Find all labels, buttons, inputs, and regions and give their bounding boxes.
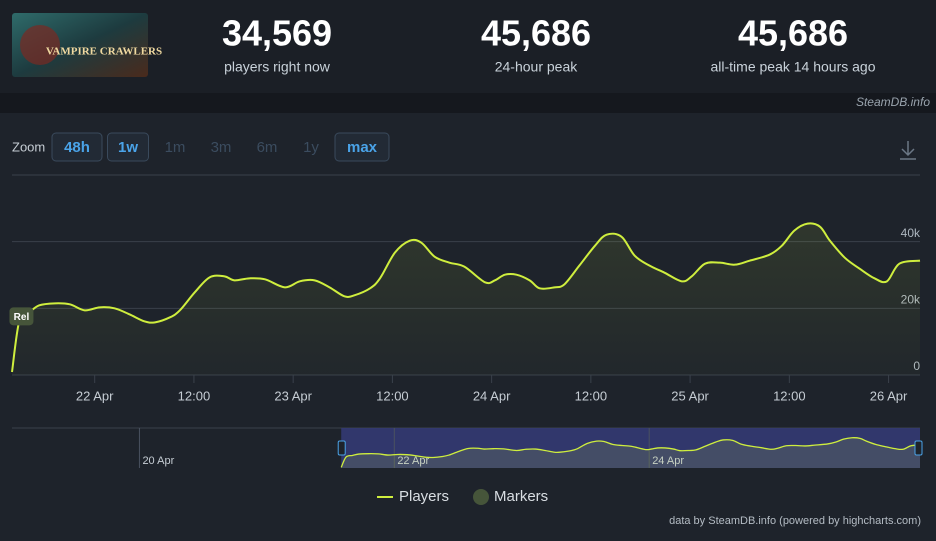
x-tick-label: 24 Apr: [473, 388, 511, 403]
zoom-button[interactable]: [51, 132, 103, 162]
y-tick-label: 40k: [901, 226, 921, 240]
annotation-flag: [9, 307, 34, 326]
annotation-label: Rel: [14, 312, 30, 323]
zoom-option[interactable]: 48h: [64, 139, 90, 156]
site-band: [0, 93, 936, 113]
area: [12, 223, 920, 375]
stat-value: 45,686: [738, 13, 848, 54]
zoom-option[interactable]: 3m: [211, 139, 232, 156]
x-tick-label: 25 Apr: [671, 388, 709, 403]
nav-area: [341, 437, 920, 468]
zoom-button[interactable]: [334, 132, 390, 162]
legend-markers[interactable]: Markers: [494, 488, 548, 505]
x-tick-label: 12:00: [773, 388, 806, 403]
stat-value: 45,686: [481, 13, 591, 54]
zoom-option[interactable]: 1w: [118, 139, 138, 156]
header-bg: [0, 0, 936, 93]
nav-handle[interactable]: [914, 440, 923, 456]
nav-tick-label: 22 Apr: [397, 455, 429, 467]
x-tick-label: 12:00: [575, 388, 608, 403]
nav-line: [340, 437, 921, 468]
legend-players[interactable]: Players: [399, 488, 449, 505]
game-logo: VAMPIRE CRAWLERS: [46, 46, 162, 58]
zoom-option[interactable]: 6m: [257, 139, 278, 156]
nav-selection: [341, 428, 920, 468]
x-tick-label: 23 Apr: [274, 388, 312, 403]
x-tick-label: 12:00: [178, 388, 211, 403]
zoom-option[interactable]: 1y: [303, 139, 319, 156]
nav-tick-label: 24 Apr: [652, 455, 684, 467]
download-icon[interactable]: [900, 141, 916, 160]
stat-label: all-time peak 14 hours ago: [711, 59, 876, 75]
stat-label: players right now: [224, 59, 331, 75]
credits: data by SteamDB.info (powered by highcha…: [669, 515, 921, 527]
line: [11, 222, 921, 373]
x-tick-label: 22 Apr: [76, 388, 114, 403]
zoom-option[interactable]: 1m: [165, 139, 186, 156]
zoom-option[interactable]: max: [347, 139, 378, 156]
legend-dot[interactable]: [473, 489, 489, 505]
zoom-button[interactable]: [107, 132, 149, 162]
nav-tick-label: 20 Apr: [142, 455, 174, 467]
x-tick-label: 12:00: [376, 388, 409, 403]
nav-handle[interactable]: [337, 440, 346, 456]
zoom-label: Zoom: [12, 139, 45, 154]
stat-value: 34,569: [222, 13, 332, 54]
site-label: SteamDB.info: [856, 95, 930, 109]
stat-label: 24-hour peak: [495, 59, 579, 75]
art-figure: [20, 25, 60, 65]
x-tick-label: 26 Apr: [870, 388, 908, 403]
